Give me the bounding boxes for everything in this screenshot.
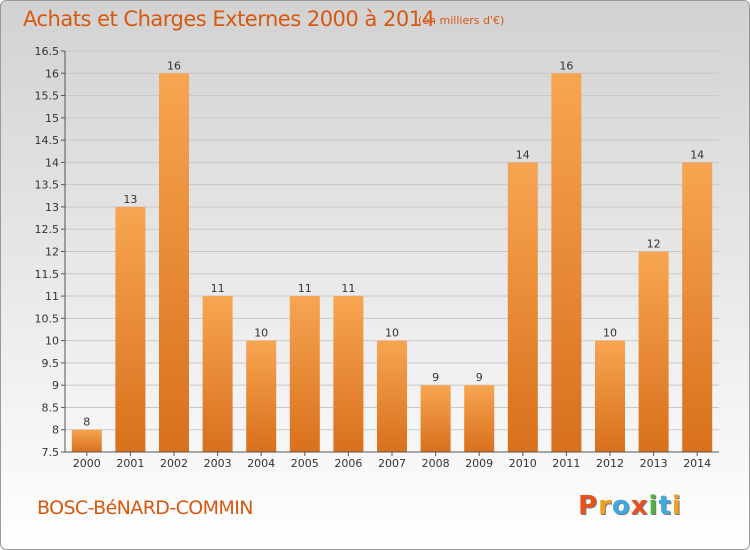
y-tick-label: 13 bbox=[45, 201, 59, 214]
x-tick-label: 2006 bbox=[334, 457, 362, 470]
y-tick-label: 10.5 bbox=[35, 312, 60, 325]
y-tick-label: 16 bbox=[45, 67, 59, 80]
x-tick-label: 2008 bbox=[422, 457, 450, 470]
data-label: 16 bbox=[167, 59, 181, 72]
data-label: 14 bbox=[690, 148, 704, 161]
y-tick-label: 10 bbox=[45, 335, 59, 348]
x-tick-label: 2007 bbox=[378, 457, 406, 470]
x-tick-label: 2014 bbox=[683, 457, 711, 470]
data-label: 11 bbox=[298, 282, 312, 295]
logo-letter: i bbox=[648, 491, 659, 521]
x-tick-label: 2003 bbox=[204, 457, 232, 470]
x-tick-label: 2001 bbox=[116, 457, 144, 470]
x-tick-label: 2013 bbox=[640, 457, 668, 470]
y-tick-labels: 7.5 8 8.5 9 9.5 10 10.5 11 11.5 12 12.5 13 13.5 14 14.… bbox=[35, 45, 60, 459]
bar bbox=[420, 385, 451, 452]
y-tick-label: 8.5 bbox=[42, 401, 60, 414]
y-tick-label: 12 bbox=[45, 246, 59, 259]
data-label: 10 bbox=[385, 327, 399, 340]
proxiti-logo: Proxiti bbox=[578, 491, 682, 521]
y-tick-label: 9.5 bbox=[42, 357, 60, 370]
data-label: 11 bbox=[211, 282, 225, 295]
data-label: 11 bbox=[341, 282, 355, 295]
bar bbox=[551, 73, 582, 453]
y-tick-label: 11.5 bbox=[35, 268, 60, 281]
bar bbox=[115, 206, 146, 452]
x-tick-label: 2012 bbox=[596, 457, 624, 470]
bar bbox=[202, 296, 233, 452]
bar bbox=[595, 340, 625, 452]
y-tick-label: 16.5 bbox=[35, 45, 60, 58]
x-tick-label: 2004 bbox=[247, 457, 275, 470]
data-label: 10 bbox=[254, 327, 268, 340]
y-tick-label: 7.5 bbox=[42, 446, 60, 459]
y-tick-label: 15 bbox=[45, 112, 59, 125]
bar bbox=[464, 385, 495, 452]
data-label: 14 bbox=[516, 148, 530, 161]
x-tick-label: 2011 bbox=[552, 457, 580, 470]
data-label: 10 bbox=[603, 327, 617, 340]
data-label: 13 bbox=[123, 193, 137, 206]
x-tick-labels: 2000 2001 2002 2003 2004 2005 2006 2007 2008 2009… bbox=[73, 457, 711, 470]
logo-letter: x bbox=[630, 491, 649, 521]
x-tick-label: 2002 bbox=[160, 457, 188, 470]
chart-title: Achats et Charges Externes 2000 à 2014 bbox=[23, 7, 435, 31]
bar bbox=[159, 73, 189, 453]
y-tick-label: 9 bbox=[52, 379, 59, 392]
y-tick-label: 8 bbox=[52, 424, 59, 437]
data-label: 8 bbox=[83, 416, 90, 429]
x-tick-label: 2009 bbox=[465, 457, 493, 470]
logo-letter: r bbox=[598, 491, 612, 521]
data-label: 9 bbox=[432, 371, 439, 384]
logo-letter: i bbox=[671, 491, 682, 521]
x-tick-label: 2005 bbox=[291, 457, 319, 470]
y-tick-label: 14.5 bbox=[35, 134, 60, 147]
logo-letter: P bbox=[578, 491, 599, 521]
bar bbox=[333, 296, 364, 452]
bars bbox=[71, 73, 713, 456]
axes bbox=[64, 51, 719, 453]
chart-subtitle: (en milliers d'€) bbox=[418, 14, 505, 27]
data-label: 12 bbox=[647, 238, 661, 251]
bar bbox=[682, 162, 713, 452]
y-tick-label: 13.5 bbox=[35, 179, 60, 192]
commune-name: BOSC-BéNARD-COMMIN bbox=[37, 497, 253, 519]
data-labels: 8 13 16 11 10 11 11 10 9 9 14 16 10 12 14 bbox=[83, 59, 704, 428]
x-tick-label: 2000 bbox=[73, 457, 101, 470]
data-label: 16 bbox=[559, 59, 573, 72]
bar bbox=[289, 296, 320, 452]
y-tick-label: 14 bbox=[45, 156, 59, 169]
data-label: 9 bbox=[476, 371, 483, 384]
bar bbox=[246, 340, 277, 452]
bar bbox=[71, 429, 102, 452]
logo-letter: o bbox=[611, 491, 631, 521]
x-tick-label: 2010 bbox=[509, 457, 537, 470]
y-tick-label: 15.5 bbox=[35, 90, 60, 103]
y-tick-label: 12.5 bbox=[35, 223, 60, 236]
y-tick-label: 11 bbox=[45, 290, 59, 303]
logo-letter: t bbox=[658, 491, 672, 521]
bar bbox=[638, 251, 669, 452]
bar bbox=[507, 162, 538, 452]
bar bbox=[377, 340, 407, 452]
